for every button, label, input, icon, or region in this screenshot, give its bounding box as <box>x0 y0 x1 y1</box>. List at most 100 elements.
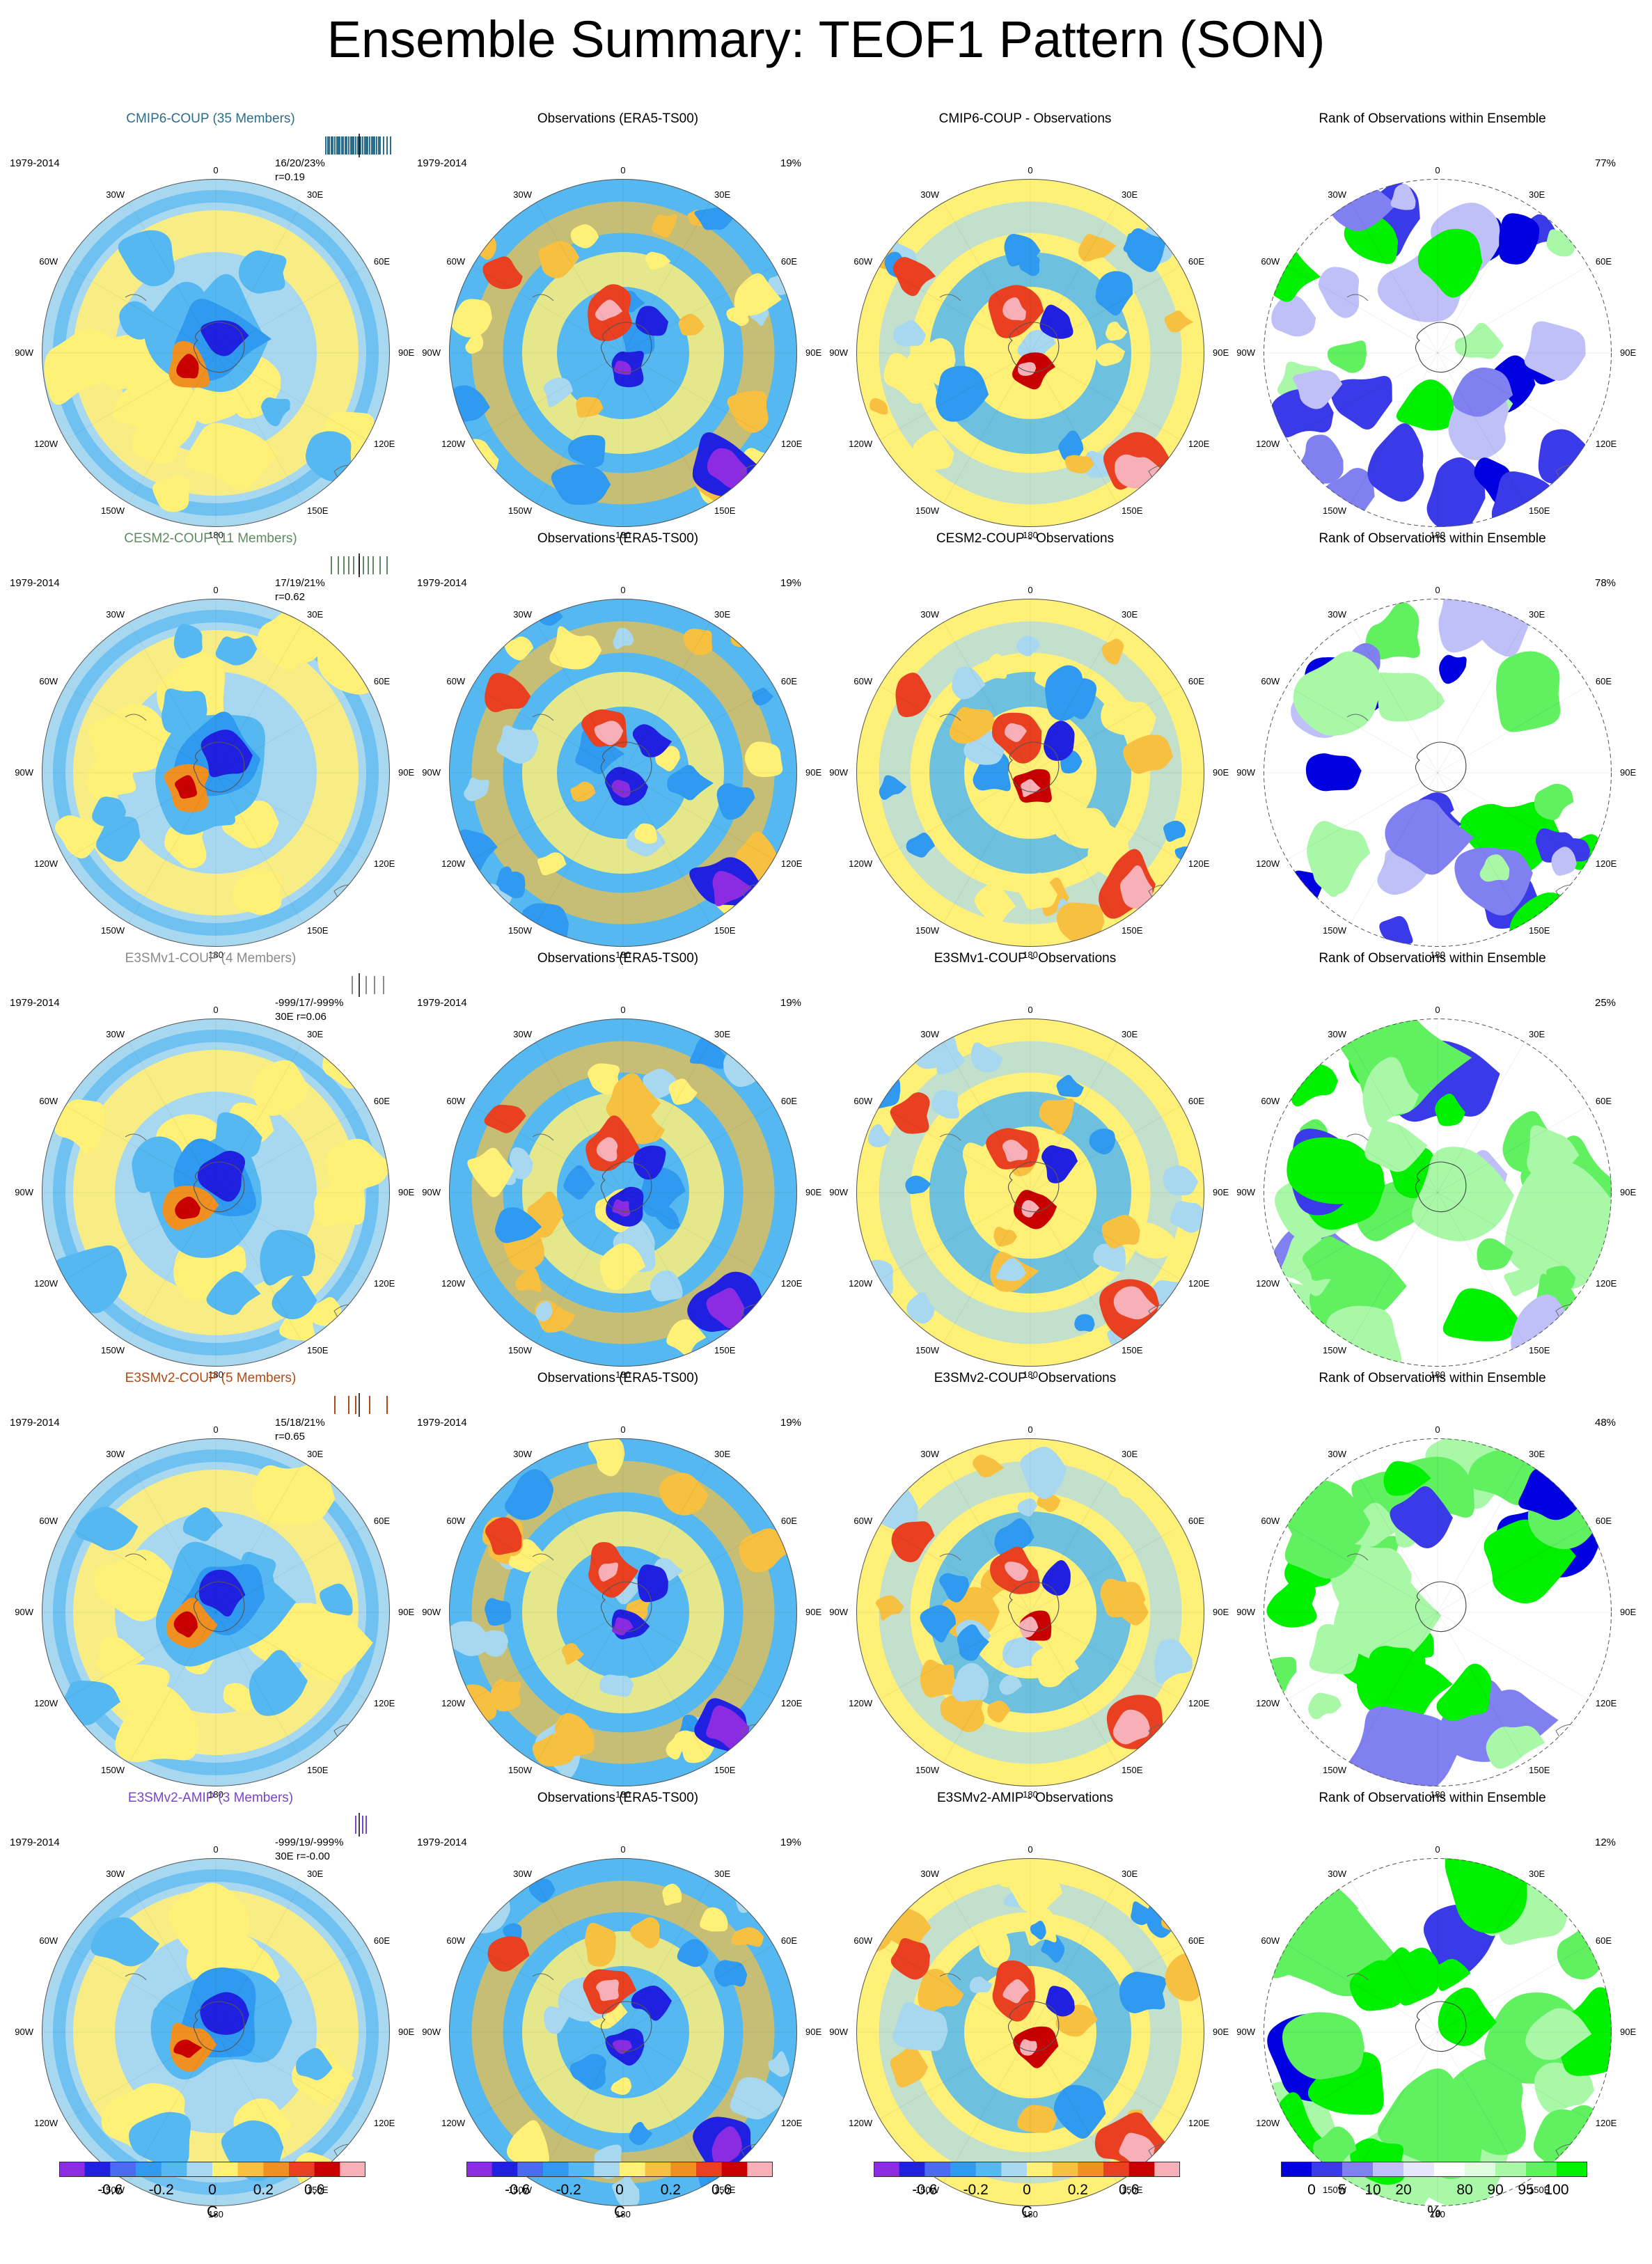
noise-patch <box>451 299 493 338</box>
longitude-label: 150W <box>508 925 532 936</box>
noise-patch <box>1008 1871 1062 1915</box>
panel-title: CMIP6-COUP - Observations <box>938 111 1112 126</box>
meridian <box>1350 772 1438 924</box>
panel-title: Rank of Observations within Ensemble <box>1319 1791 1546 1805</box>
longitude-label: 120W <box>1256 858 1280 869</box>
noise-patch <box>464 777 489 801</box>
strong-warm-center <box>175 1196 201 1220</box>
meridian <box>128 1461 217 1613</box>
meridian <box>215 1461 304 1613</box>
noise-patch <box>515 1266 542 1292</box>
longitude-label: 90E <box>1213 2027 1229 2037</box>
noise-patch <box>952 666 986 700</box>
longitude-label: 60W <box>446 1935 466 1946</box>
meridian <box>879 1612 1031 1700</box>
longitude-label: 90W <box>1236 767 1255 778</box>
warm-center-core <box>596 1137 618 1162</box>
meridian <box>215 622 304 773</box>
meridian <box>943 1881 1031 2033</box>
rank-patch <box>1390 183 1416 210</box>
map-panel-diff: CESM2-COUP - Observations 0 30E 60E 90E 120E 1… <box>821 531 1229 960</box>
longitude-label: 60W <box>39 1096 58 1106</box>
longitude-label: 90W <box>422 347 441 358</box>
longitude-label: 150E <box>1529 1344 1550 1355</box>
antarctica-coastline <box>600 1581 652 1633</box>
rank-patch <box>1426 457 1486 527</box>
meridian <box>622 772 774 860</box>
meridian <box>1030 1192 1118 1344</box>
meridian <box>1350 1041 1438 1193</box>
antarctica-coastline <box>600 741 652 793</box>
antarctica-coastline <box>1415 741 1467 793</box>
noise-patch <box>893 320 927 347</box>
noise-patch <box>563 1165 595 1200</box>
panel-title: Observations (ERA5-TS00) <box>537 531 699 546</box>
warm-anomaly <box>54 815 101 858</box>
longitude-label: 150W <box>915 2184 939 2195</box>
colorbar <box>1281 2162 1587 2177</box>
rank-patch <box>1385 799 1474 875</box>
meridian <box>1437 352 1525 504</box>
longitude-label: 60W <box>853 1935 873 1946</box>
cool-center <box>637 1564 668 1603</box>
noise-patch <box>867 1124 891 1147</box>
noise-patch <box>555 1713 595 1757</box>
colorbar-swatch <box>59 2162 86 2177</box>
colorbar-tick-label: 100 <box>1544 2182 1569 2198</box>
longitude-label: 180 <box>1430 530 1445 540</box>
rank-patch <box>1318 267 1360 318</box>
longitude-label: 90E <box>1620 767 1637 778</box>
outer-cool-ring <box>53 1869 379 2195</box>
warm-center-core <box>1005 1562 1029 1581</box>
colorbar-swatch <box>950 2162 977 2177</box>
rank-patch <box>1302 1236 1348 1282</box>
noise-patch <box>752 687 774 706</box>
meridian <box>879 1105 1031 1193</box>
longitude-label: 30E <box>1529 189 1545 201</box>
noise-patch <box>879 775 907 800</box>
meridian <box>1437 622 1525 773</box>
member-rug-plot <box>334 1393 388 1417</box>
longitude-label: 90W <box>1236 1187 1255 1197</box>
noise-patch <box>568 434 606 468</box>
colorbar-tick-label: 80 <box>1456 2182 1473 2198</box>
longitude-label: 60W <box>446 1096 466 1106</box>
pattern-stats: -999/19/-999% <box>275 1837 344 1848</box>
colorbar-swatch <box>543 2162 569 2177</box>
noise-patch <box>538 241 580 278</box>
meridian <box>65 2031 217 2120</box>
meridian <box>472 2031 624 2120</box>
longitude-label: 150E <box>714 925 736 936</box>
noise-patch <box>730 2077 786 2120</box>
longitude-label: 90E <box>398 1187 415 1197</box>
noise-patch <box>882 1862 913 1883</box>
longitude-label: 30E <box>1122 1029 1138 1040</box>
polar-map <box>1264 1858 1612 2206</box>
rank-patch <box>1266 1578 1317 1628</box>
panel-title: CMIP6-COUP (35 Members) <box>126 111 295 126</box>
meridian <box>215 1041 304 1193</box>
longitude-label: 150E <box>1529 2184 1550 2195</box>
longitude-label: 150E <box>1122 1344 1143 1355</box>
longitude-label: 0 <box>1028 1424 1033 1435</box>
longitude-label: 30W <box>106 1449 125 1460</box>
colorbar-swatch <box>1154 2162 1180 2177</box>
noise-patch <box>611 2077 632 2096</box>
meridian <box>535 622 624 773</box>
colorbar-swatch <box>110 2162 136 2177</box>
rank-patch <box>1287 1137 1378 1204</box>
longitude-label: 60W <box>853 256 873 267</box>
longitude-label: 30E <box>1529 1449 1545 1460</box>
noise-patch <box>1101 1214 1140 1249</box>
antarctica-coastline <box>600 322 652 373</box>
longitude-label: 60W <box>853 676 873 686</box>
pattern-stats: -999/17/-999% <box>275 997 344 1009</box>
meridian <box>1437 1612 1589 1700</box>
rank-patch <box>1330 376 1392 430</box>
colorbar-tick-label: 10 <box>1364 2182 1381 2198</box>
noise-patch <box>505 1469 553 1520</box>
polar-map <box>42 179 390 527</box>
noise-patch <box>1154 1639 1193 1684</box>
colorbar-swatch <box>1078 2162 1104 2177</box>
cool-center <box>1041 1560 1071 1596</box>
